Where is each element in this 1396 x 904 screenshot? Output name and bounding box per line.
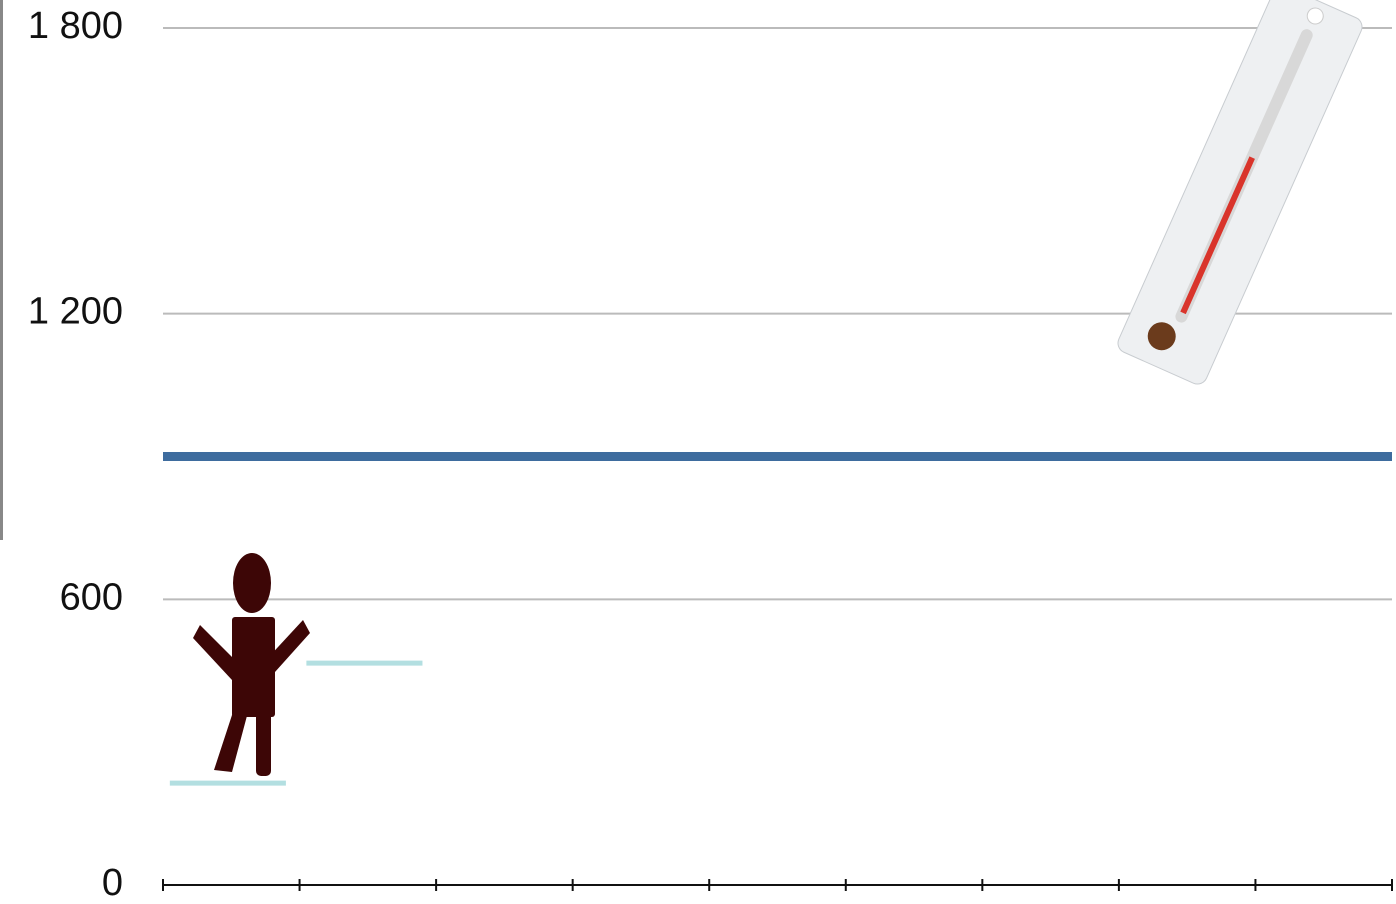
side-bar: [0, 0, 3, 540]
plot: 0 600 1 200 1 800: [28, 5, 1393, 904]
y-tick-label: 1 200: [28, 291, 123, 333]
y-tick-label: 1 800: [28, 5, 123, 47]
person-figure: [193, 553, 310, 776]
y-tick-label: 600: [60, 576, 123, 618]
thermometer-image: [1117, 0, 1363, 385]
y-tick-label: 0: [102, 862, 123, 904]
